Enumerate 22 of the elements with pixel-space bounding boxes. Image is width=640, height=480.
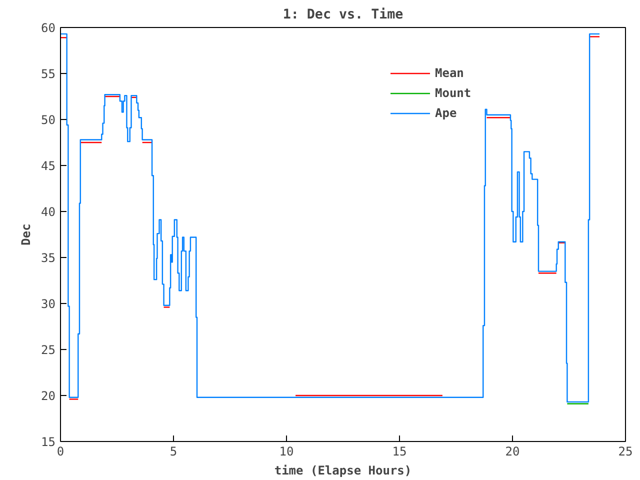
x-tick-label: 25 bbox=[618, 444, 633, 458]
y-tick-label: 50 bbox=[41, 113, 56, 127]
x-tick-label: 15 bbox=[392, 444, 407, 458]
y-tick-label: 25 bbox=[41, 343, 56, 357]
legend-label: Mount bbox=[435, 86, 472, 100]
x-tick-label: 10 bbox=[279, 444, 294, 458]
y-tick-label: 30 bbox=[41, 297, 56, 311]
y-tick-label: 15 bbox=[41, 435, 56, 449]
y-tick-label: 20 bbox=[41, 389, 56, 403]
y-tick-label: 35 bbox=[41, 251, 56, 265]
y-tick-label: 55 bbox=[41, 67, 56, 81]
legend-label: Mean bbox=[435, 66, 464, 80]
x-tick-label: 0 bbox=[56, 444, 64, 458]
chart-title: 1: Dec vs. Time bbox=[282, 8, 404, 22]
y-tick-label: 60 bbox=[41, 21, 56, 35]
y-tick-label: 40 bbox=[41, 205, 56, 219]
x-tick-label: 20 bbox=[505, 444, 520, 458]
y-axis-title: Dec bbox=[19, 224, 34, 246]
legend-label: Ape bbox=[435, 106, 457, 120]
x-tick-label: 5 bbox=[170, 444, 178, 458]
y-tick-label: 45 bbox=[41, 159, 56, 173]
x-axis-title: time (Elapse Hours) bbox=[274, 464, 412, 478]
